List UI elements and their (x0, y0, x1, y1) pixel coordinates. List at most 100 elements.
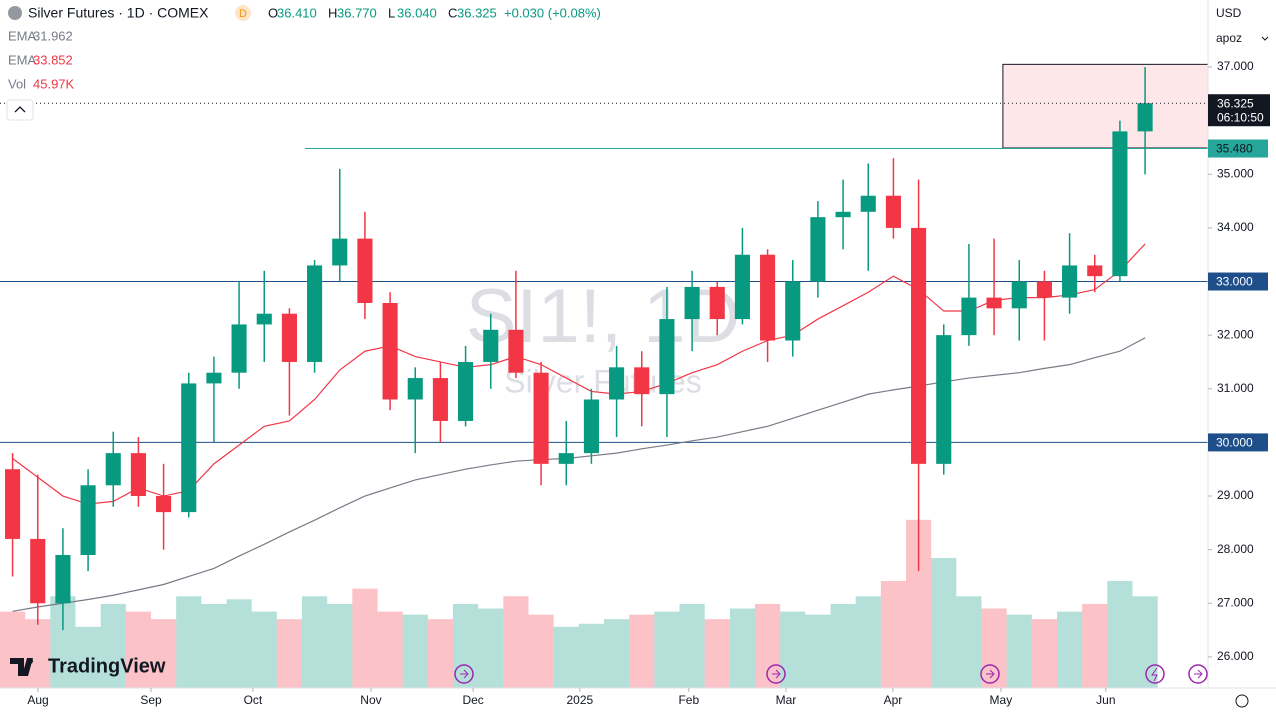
volume-bar (1082, 603, 1108, 688)
x-tick-label: Mar (776, 693, 797, 707)
volume-bar (931, 558, 957, 688)
scale-button[interactable] (1212, 28, 1272, 50)
ema-line (12, 337, 1146, 612)
candle-body (80, 485, 96, 556)
volume-bar (956, 596, 982, 688)
candle-body (659, 319, 675, 395)
volume-bar (729, 608, 755, 688)
event-arrow (1194, 669, 1203, 679)
volume-bar (855, 596, 881, 688)
header: Silver Futures · 1D · COMEX D O36.410 H 36… (6, 5, 601, 121)
candle-body (533, 372, 549, 464)
ema-line (12, 243, 1146, 505)
candle-body (256, 313, 272, 325)
candle-body (130, 453, 146, 497)
candle-body (332, 238, 348, 266)
volume-bar (226, 599, 252, 688)
settings-icon[interactable] (1235, 694, 1249, 708)
currency-button[interactable] (1212, 2, 1272, 26)
x-tick-label: Jun (1096, 693, 1115, 707)
collapse-button[interactable] (6, 99, 34, 121)
level-label: 33.000 (1216, 275, 1253, 289)
ohlc-label: O (268, 5, 278, 20)
plot (0, 63, 1209, 688)
volume-bar (302, 596, 328, 688)
event-icon[interactable] (1145, 664, 1165, 684)
badge: D (239, 8, 247, 20)
volume-bar (1031, 619, 1057, 688)
last-price-bg (1208, 94, 1270, 127)
volume-bar (1057, 611, 1083, 688)
ohlc-value: 36.040 (397, 5, 437, 20)
candle-body (1062, 265, 1078, 298)
ohlc-label: L (388, 5, 395, 20)
logo-dot (27, 658, 33, 664)
candle-body (181, 383, 197, 513)
volume-bar (327, 603, 353, 688)
volume-bar (503, 596, 529, 688)
candle-body (986, 297, 1002, 309)
ohlc: O36.410 H 36.770 L 36.040 C 36.325 +0.030 (+0.0… (268, 5, 601, 20)
candle-body (105, 453, 121, 486)
event-icon[interactable] (454, 664, 474, 684)
level-label-bg (1208, 272, 1268, 291)
scale-mode: apoz (1216, 31, 1242, 45)
y-tick-label: 27.000 (1217, 595, 1254, 609)
candle-body (684, 286, 700, 320)
indicator-value: 33.852 (33, 52, 73, 67)
candle-body (860, 195, 876, 212)
volume-bar (478, 608, 504, 688)
indicator-name: EMA (8, 52, 37, 67)
candle-body (281, 313, 297, 362)
badge-bg (235, 5, 251, 21)
x-tick-label: Sep (140, 693, 162, 707)
candle-body (1112, 131, 1128, 277)
candle-body (1011, 281, 1027, 309)
candle-body (307, 265, 323, 362)
candle-body (885, 195, 901, 228)
indicator-name: Vol (8, 76, 26, 91)
x-tick-label: Dec (462, 693, 483, 707)
level-label-bg (1208, 139, 1268, 158)
y-tick-label: 37.000 (1217, 59, 1254, 73)
candle-body (558, 453, 574, 464)
candle-body (583, 399, 599, 454)
currency: USD (1216, 6, 1242, 20)
volume-bar (176, 596, 202, 688)
event-flash (1151, 667, 1158, 682)
dropdown-icon (1261, 36, 1269, 41)
level-label: 30.000 (1216, 436, 1253, 450)
candle-body (206, 372, 222, 384)
candle-body (5, 469, 21, 539)
candle-body (835, 211, 851, 218)
volume-bar (553, 626, 579, 688)
volume-bar (377, 611, 403, 688)
volume-bar (427, 619, 453, 688)
x-tick-label: Aug (27, 693, 48, 707)
volume-bar (805, 614, 831, 688)
x-tick-label: Nov (360, 693, 381, 707)
change: +0.030 (+0.08%) (504, 5, 601, 20)
level-label: 35.480 (1216, 142, 1253, 156)
indicator-value: 31.962 (33, 28, 73, 43)
candle-body (458, 361, 474, 421)
candle-body (709, 286, 725, 320)
candle-body (156, 496, 172, 513)
symbol-title: Silver Futures · 1D · COMEX (28, 5, 209, 21)
volume-bar (251, 611, 277, 688)
event-icons (454, 664, 1249, 708)
candle-body (1137, 103, 1153, 132)
volume-bar (402, 614, 428, 688)
event-icon[interactable] (980, 664, 1000, 684)
volume-bar (1107, 580, 1133, 688)
event-icon[interactable] (766, 664, 786, 684)
volume-bar (0, 611, 26, 688)
event-arrow (460, 669, 469, 679)
event-icon[interactable] (1188, 664, 1208, 684)
candle-body (55, 555, 71, 604)
candle-body (357, 238, 373, 303)
candle-body (382, 302, 398, 400)
candle-body (1087, 265, 1103, 277)
volume-bar (1132, 596, 1158, 688)
